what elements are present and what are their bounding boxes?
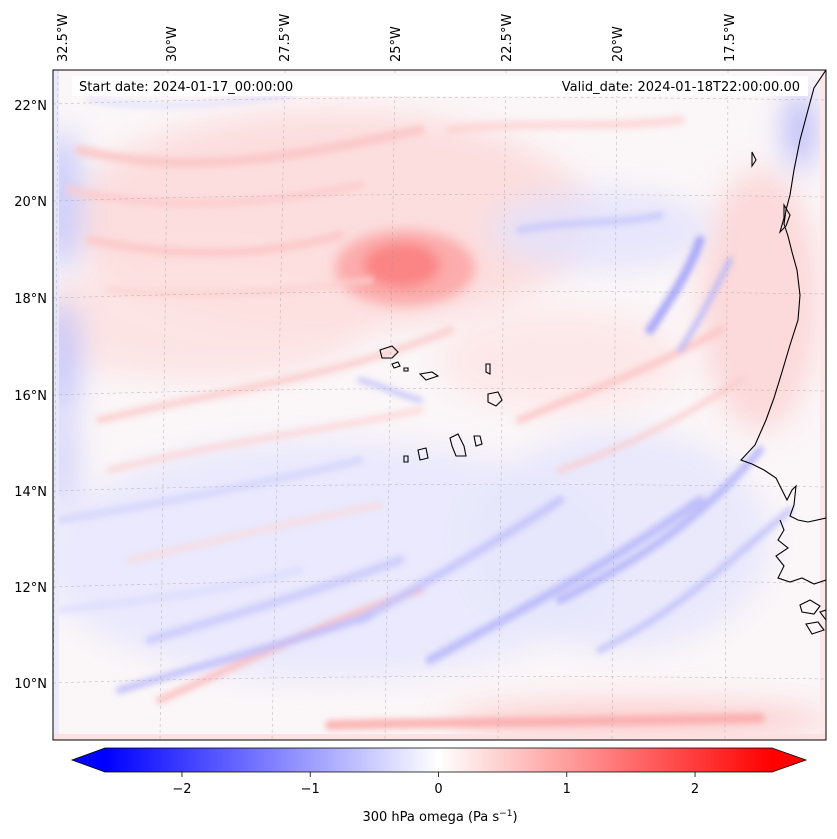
parallel-10n <box>53 676 826 684</box>
lat-label-20n: 20°N <box>14 195 47 210</box>
island-sao-nicolau <box>418 371 440 381</box>
africa-coast <box>740 70 826 523</box>
island-brava <box>403 455 409 463</box>
colorbar-title-main: 300 hPa omega (Pa s <box>362 810 499 825</box>
canary-islet <box>751 151 757 168</box>
longitude-labels: 32.5°W 30°W 27.5°W 25°W 22.5°W 20°W 17.5… <box>56 14 738 62</box>
island-santiago <box>449 433 467 457</box>
band-streaks <box>56 92 794 730</box>
island-maio <box>473 435 483 447</box>
island-boa-vista <box>487 391 503 407</box>
island-sal <box>485 363 491 375</box>
header-box <box>72 76 808 96</box>
colorbar-body <box>105 748 772 772</box>
lon-label-30w: 30°W <box>165 26 180 62</box>
colorbar-outline <box>70 747 808 773</box>
map-frame <box>52 69 827 741</box>
lon-label-25w: 25°W <box>389 26 404 62</box>
colorbar-title-sup: −1 <box>499 809 512 819</box>
colorbar-title-end: ) <box>512 810 517 825</box>
coast-inlet <box>778 203 791 234</box>
lat-label-18n: 18°N <box>14 292 47 307</box>
colorbar-ticks: −2 −1 0 1 2 <box>172 772 699 797</box>
meridian-25w <box>384 70 396 740</box>
lat-label-12n: 12°N <box>14 581 47 596</box>
blue-broad-areas <box>53 90 816 680</box>
colorbar-tick-label: −1 <box>301 782 320 797</box>
cape-verde-islands <box>379 345 503 463</box>
right-edge-strip <box>820 70 826 740</box>
start-date-label: Start date: 2024-01-17_00:00:00 <box>79 80 293 95</box>
parallel-16n <box>53 388 826 396</box>
colorbar-max-extend <box>772 748 806 772</box>
islet-bijagos-3 <box>819 609 826 621</box>
colorbar-min-extend <box>72 748 105 772</box>
lon-label-27-5w: 27.5°W <box>278 14 293 62</box>
meridian-32-5w <box>53 70 59 740</box>
gridlines <box>53 70 826 740</box>
island-fogo <box>417 447 429 461</box>
left-edge-strip <box>53 70 59 740</box>
lat-label-16n: 16°N <box>14 389 47 404</box>
parallel-14n <box>53 484 826 492</box>
parallel-12n <box>53 580 826 588</box>
islet-bijagos-2 <box>805 621 825 635</box>
parallel-20n <box>53 194 826 202</box>
colorbar-title: 300 hPa omega (Pa s−1) <box>362 809 517 825</box>
colorbar-tick-label: 0 <box>434 782 442 797</box>
lat-label-22n: 22°N <box>14 99 47 114</box>
colorbar: −2 −1 0 1 2 300 hPa omega (Pa s−1) <box>70 747 808 825</box>
omega-field <box>53 70 826 740</box>
guinea-coast <box>775 519 826 585</box>
bottom-edge-strip <box>53 734 826 740</box>
meridian-27-5w <box>271 70 286 740</box>
island-santa-luzia <box>403 367 409 372</box>
lon-label-22-5w: 22.5°W <box>500 14 515 62</box>
lat-label-14n: 14°N <box>14 485 47 500</box>
island-santo-antao <box>379 345 399 359</box>
parallel-22n <box>53 97 826 105</box>
islet-bijagos-1 <box>799 599 821 615</box>
meridian-30w <box>159 70 169 740</box>
lat-label-10n: 10°N <box>14 677 47 692</box>
lon-label-17-5w: 17.5°W <box>723 14 738 62</box>
lon-label-32-5w: 32.5°W <box>56 14 71 62</box>
colorbar-tick-label: 1 <box>563 782 571 797</box>
meridian-20w <box>611 70 618 740</box>
parallel-18n <box>53 291 826 299</box>
valid-date-label: Valid_date: 2024-01-18T22:00:00.00 <box>562 80 800 95</box>
red-maximum <box>335 230 475 306</box>
meridian-22-5w <box>497 70 507 740</box>
latitude-labels: 22°N 20°N 18°N 16°N 14°N 12°N 10°N <box>14 99 47 692</box>
colorbar-tick-label: 2 <box>691 782 699 797</box>
coastline <box>740 70 826 635</box>
colorbar-tick-label: −2 <box>172 782 191 797</box>
lon-label-20w: 20°W <box>611 26 626 62</box>
island-sao-vicente <box>391 361 401 369</box>
meridian-17-5w <box>724 70 729 740</box>
